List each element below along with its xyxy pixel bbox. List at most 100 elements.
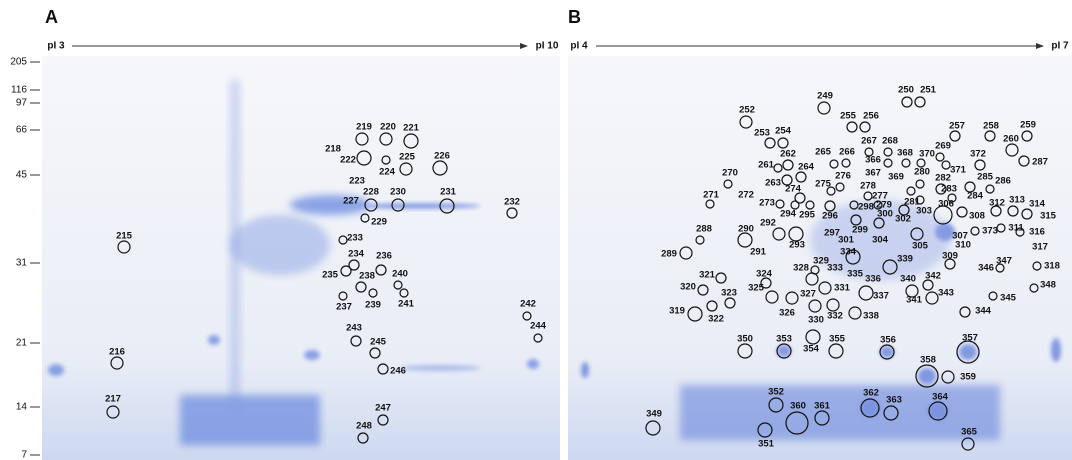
spot-label: 301 <box>838 235 855 246</box>
spot-label: 327 <box>800 289 816 300</box>
spot-label: 243 <box>346 323 362 334</box>
spot-label: 257 <box>949 121 965 132</box>
spot-label: 367 <box>865 168 881 179</box>
spot-label: 339 <box>897 254 913 265</box>
spot-label: 313 <box>1009 195 1025 206</box>
spot-label: 247 <box>375 403 391 414</box>
spot-label: 254 <box>775 126 792 137</box>
spot-label: 342 <box>925 271 941 282</box>
spot-label: 336 <box>865 274 881 285</box>
spot-label: 370 <box>919 149 935 160</box>
spot-label: 241 <box>398 299 415 310</box>
spot-label: 228 <box>363 187 379 198</box>
spot-label: 328 <box>793 263 809 274</box>
spot-label: 234 <box>348 249 365 260</box>
spot-label: 266 <box>839 147 855 158</box>
spot-label: 319 <box>669 306 685 317</box>
pi-end: pI 7 <box>1051 41 1069 52</box>
spot-label: 256 <box>863 111 879 122</box>
spot-label: 225 <box>399 152 416 163</box>
spot-label: 373 <box>982 226 998 237</box>
mass-marker: 205 <box>10 57 27 68</box>
mass-marker: 14 <box>16 402 28 413</box>
spot-label: 309 <box>942 251 958 262</box>
mass-marker: 45 <box>16 170 28 181</box>
spot-label: 240 <box>392 269 408 280</box>
spot-label: 362 <box>863 388 879 399</box>
spot-label: 360 <box>790 401 806 412</box>
spot-label: 238 <box>359 271 375 282</box>
mass-marker: 7 <box>21 450 27 460</box>
mass-marker: 116 <box>11 85 27 96</box>
panel-letter: A <box>45 7 58 27</box>
spot-label: 264 <box>798 162 815 173</box>
spot-label: 231 <box>440 187 457 198</box>
spot-label: 314 <box>1029 199 1046 210</box>
spot-label: 227 <box>343 196 359 207</box>
spot-label: 334 <box>840 247 857 258</box>
spot-label: 325 <box>748 283 765 294</box>
spot-label: 252 <box>739 105 755 116</box>
spot-label: 215 <box>116 231 133 242</box>
spot-label: 365 <box>961 427 978 438</box>
spot-label: 250 <box>898 85 914 96</box>
spot-label: 303 <box>916 206 932 217</box>
spot-label: 222 <box>340 155 356 166</box>
panel-letter: B <box>568 7 581 27</box>
spot-label: 221 <box>403 123 420 134</box>
spot-label: 308 <box>969 211 985 222</box>
spot-label: 253 <box>754 128 770 139</box>
spot-label: 232 <box>504 197 520 208</box>
spot-label: 219 <box>356 122 372 133</box>
spot-label: 341 <box>906 295 923 306</box>
spot-label: 299 <box>852 225 868 236</box>
spot-label: 226 <box>434 151 450 162</box>
spot-label: 294 <box>780 209 797 220</box>
spot-label: 306 <box>938 199 954 210</box>
arrow-head <box>1036 43 1044 49</box>
spot-label: 246 <box>390 366 406 377</box>
spot-label: 218 <box>325 144 341 155</box>
spot-label: 262 <box>780 149 796 160</box>
spot-label: 242 <box>520 299 536 310</box>
spot-label: 310 <box>955 240 971 251</box>
spot-label: 270 <box>722 168 738 179</box>
spot-label: 356 <box>880 335 896 346</box>
spot-label: 235 <box>322 270 339 281</box>
pi-end: pI 10 <box>536 41 559 52</box>
spot-label: 357 <box>962 333 978 344</box>
spot-label: 237 <box>336 302 352 313</box>
spot-label: 249 <box>817 91 833 102</box>
spot-label: 337 <box>873 291 889 302</box>
spot-label: 245 <box>370 337 387 348</box>
spot-label: 265 <box>815 147 832 158</box>
spot-label: 322 <box>708 314 724 325</box>
spot-label: 318 <box>1044 261 1060 272</box>
spot-label: 369 <box>888 172 904 183</box>
spot-label: 350 <box>737 334 753 345</box>
spot-label: 267 <box>861 136 877 147</box>
spot-label: 251 <box>920 85 937 96</box>
spot-label: 263 <box>765 178 781 189</box>
spot-label: 248 <box>356 421 372 432</box>
spot-label: 352 <box>768 387 784 398</box>
spot-label: 333 <box>827 263 843 274</box>
spot-label: 286 <box>995 176 1011 187</box>
spot-label: 230 <box>390 187 406 198</box>
spot-label: 233 <box>347 233 363 244</box>
spot-label: 331 <box>834 283 851 294</box>
pi-start: pI 4 <box>570 41 588 52</box>
spot-label: 282 <box>935 173 951 184</box>
spot-label: 345 <box>1000 293 1017 304</box>
spot-label: 269 <box>935 141 951 152</box>
spot-label: 285 <box>977 172 994 183</box>
spot-label: 347 <box>996 256 1012 267</box>
spot-label: 302 <box>895 214 911 225</box>
spot-label: 317 <box>1032 242 1048 253</box>
spot-label: 340 <box>900 274 916 285</box>
spot-label: 343 <box>938 288 954 299</box>
spot-label: 291 <box>750 247 767 258</box>
spot-label: 224 <box>379 167 396 178</box>
spot-label: 324 <box>756 269 773 280</box>
spot-label: 354 <box>803 344 820 355</box>
